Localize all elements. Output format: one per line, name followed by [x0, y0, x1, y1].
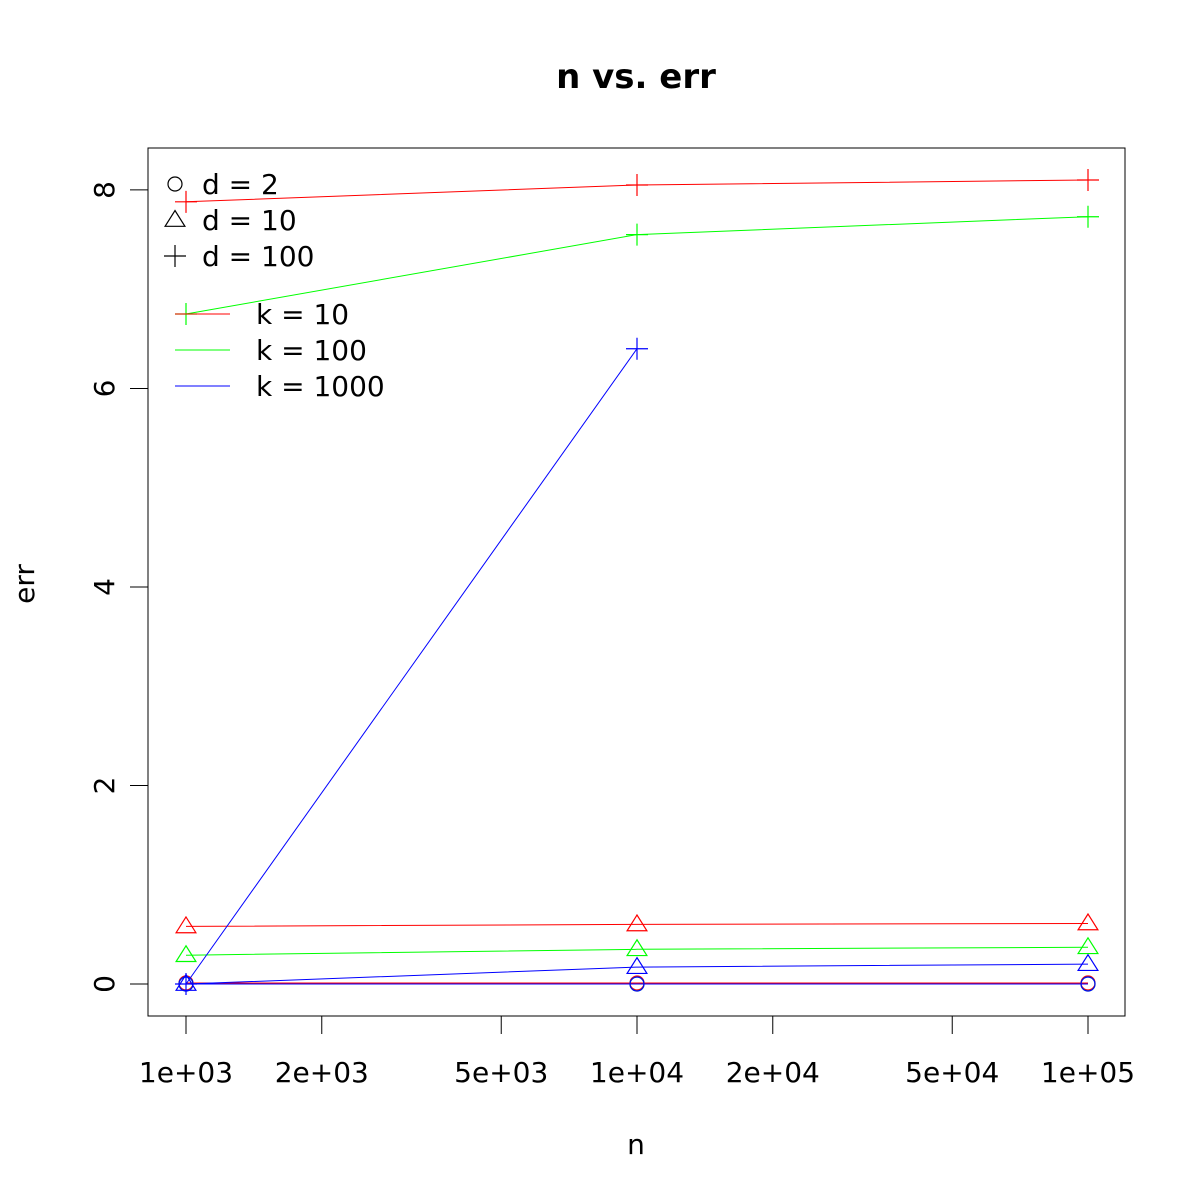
x-tick-label: 5e+04 — [905, 1056, 999, 1089]
chart-title: n vs. err — [556, 57, 716, 97]
legend-label: d = 10 — [202, 204, 297, 237]
legend-marker — [164, 245, 186, 267]
data-point — [626, 938, 648, 957]
legend-label: k = 10 — [256, 298, 349, 331]
series-line — [185, 348, 638, 985]
x-tick-label: 2e+03 — [275, 1056, 369, 1089]
y-tick-label: 8 — [88, 181, 121, 199]
series-line — [185, 946, 1089, 956]
x-tick-label: 1e+04 — [590, 1056, 684, 1089]
x-axis-label: n — [627, 1128, 645, 1161]
legend-marker — [164, 209, 186, 227]
plot-frame — [147, 147, 1126, 1017]
data-point — [1077, 205, 1099, 228]
data-point — [1077, 953, 1099, 972]
data-point — [626, 223, 648, 246]
legend-label: k = 1000 — [256, 370, 385, 403]
data-point — [626, 337, 648, 360]
data-point — [626, 913, 648, 932]
x-tick-label: 1e+03 — [139, 1056, 233, 1089]
legend-label: k = 100 — [256, 334, 367, 367]
legend-marker — [167, 176, 183, 192]
y-axis-label: err — [8, 564, 41, 604]
series-layer — [175, 169, 1099, 995]
y-axis: 0 2 4 6 8 — [88, 181, 149, 993]
data-point — [629, 976, 645, 992]
series-line — [185, 923, 1089, 927]
y-tick-label: 6 — [88, 380, 121, 398]
x-tick-label: 2e+04 — [726, 1056, 820, 1089]
data-point — [1077, 936, 1099, 955]
x-axis: 1e+03 2e+03 5e+03 1e+04 2e+04 5e+04 1e+05 — [139, 1015, 1135, 1089]
series-line — [185, 963, 1089, 985]
legend-shapes: d = 2d = 10d = 100 — [164, 168, 314, 273]
data-point — [626, 956, 648, 975]
data-point — [1077, 912, 1099, 931]
data-point — [175, 190, 197, 213]
x-tick-label: 1e+05 — [1041, 1056, 1135, 1089]
data-point — [626, 173, 648, 196]
x-tick-label: 5e+03 — [454, 1056, 548, 1089]
y-tick-label: 2 — [88, 777, 121, 795]
data-point — [1077, 169, 1099, 191]
data-point — [175, 915, 197, 934]
legend-label: d = 2 — [202, 168, 279, 201]
y-tick-label: 4 — [88, 578, 121, 596]
y-tick-label: 0 — [88, 975, 121, 993]
data-point — [175, 973, 197, 995]
legend-label: d = 100 — [202, 240, 314, 273]
data-point — [1080, 976, 1096, 992]
data-point — [175, 944, 197, 963]
